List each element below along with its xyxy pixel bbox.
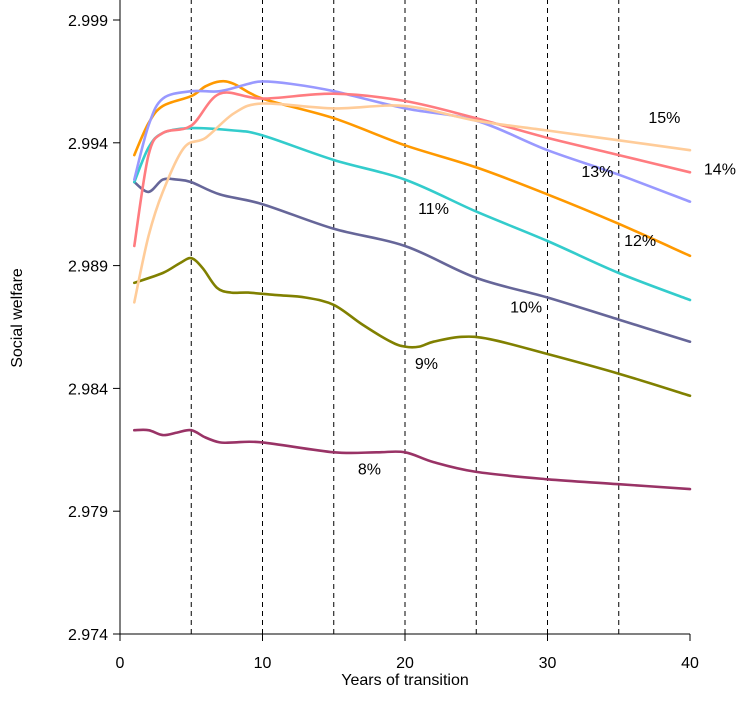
series-line-10pct	[133, 177, 692, 343]
x-axis-title: Years of transition	[341, 672, 468, 689]
series-line-13pct	[133, 80, 692, 203]
y-ticks: 2.974 2.979 2.984 2.989 2.994 2.999	[68, 13, 120, 644]
series-label-11pct: 11%	[418, 201, 449, 218]
x-tick-label: 10	[254, 655, 272, 672]
series-line-11pct	[133, 126, 692, 302]
y-axis-title: Social welfare	[9, 268, 26, 368]
x-tick-label: 40	[681, 655, 699, 672]
series-line-15pct	[133, 102, 692, 304]
x-tick-label: 30	[539, 655, 557, 672]
series-label-10pct: 10%	[510, 299, 542, 316]
y-tick-label: 2.989	[68, 259, 108, 276]
y-tick-label: 2.999	[68, 13, 108, 30]
series-label-8pct: 8%	[358, 461, 381, 478]
y-tick-label: 2.994	[68, 136, 108, 153]
y-tick-label: 2.974	[68, 627, 108, 644]
y-tick-label: 2.979	[68, 504, 108, 521]
series-line-12pct	[133, 79, 692, 258]
series-label-15pct: 15%	[648, 110, 680, 127]
series-line-8pct	[133, 428, 692, 491]
vertical-grid-lines	[190, 0, 620, 634]
x-tick-label: 0	[116, 655, 125, 672]
series-label-13pct: 13%	[581, 164, 613, 181]
y-tick-label: 2.984	[68, 381, 108, 398]
series-labels: 8% 9% 10% 11% 12% 13% 14% 15%	[358, 110, 736, 478]
x-ticks: 0 10 20 30 40	[116, 634, 699, 672]
series-lines	[133, 79, 692, 491]
series-label-12pct: 12%	[624, 233, 656, 250]
series-line-14pct	[133, 91, 692, 248]
series-line-9pct	[133, 256, 692, 398]
series-label-14pct: 14%	[704, 162, 736, 179]
x-tick-label: 20	[396, 655, 414, 672]
series-label-9pct: 9%	[415, 356, 438, 373]
